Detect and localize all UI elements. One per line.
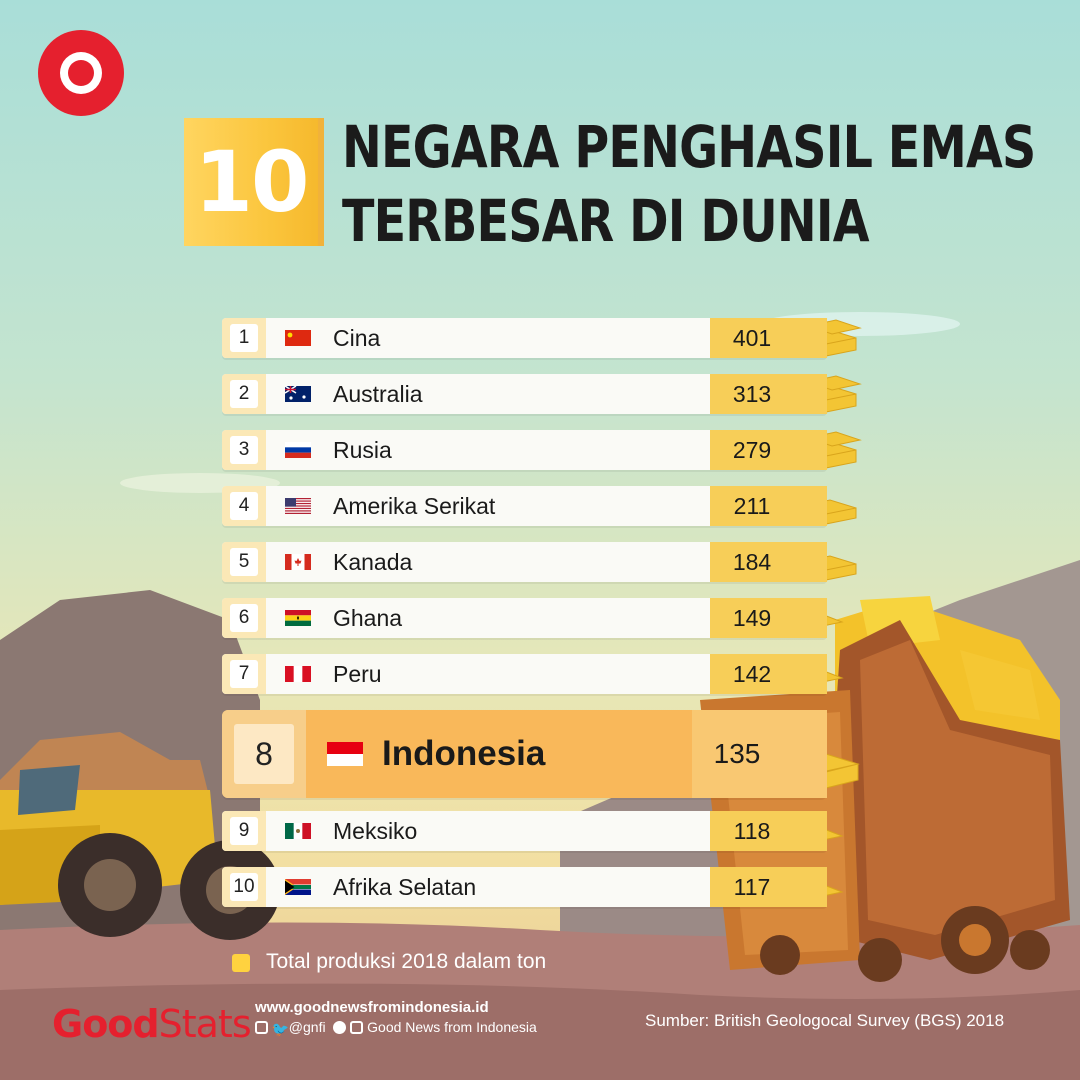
social-handles: 🐦 @gnfi Good News from Indonesia xyxy=(255,1019,537,1037)
country-name: Rusia xyxy=(333,437,392,463)
value-cell xyxy=(710,654,827,694)
brand-stats: Stats xyxy=(158,1002,252,1046)
rank-number: 7 xyxy=(230,660,258,688)
source-note: Sumber: British Geologocal Survey (BGS) … xyxy=(645,1011,1005,1030)
table-row: 10 Afrika Selatan 117 xyxy=(222,867,827,907)
flag-icon xyxy=(285,498,311,514)
youtube-icon[interactable] xyxy=(350,1021,364,1034)
rank-badge: 1 xyxy=(222,318,266,358)
rank-badge: 2 xyxy=(222,374,266,414)
production-value: 313 xyxy=(732,381,772,407)
flag-icon xyxy=(285,666,311,682)
title-number-box xyxy=(184,118,318,246)
flag-icon xyxy=(327,742,363,766)
production-value: 184 xyxy=(732,549,772,575)
rank-badge: 5 xyxy=(222,542,266,582)
value-cell xyxy=(710,542,827,582)
rank-badge: 6 xyxy=(222,598,266,638)
production-value: 149 xyxy=(732,605,772,631)
goodstats-logo: GoodStats xyxy=(52,1002,252,1046)
value-cell xyxy=(710,867,827,907)
instagram-icon[interactable] xyxy=(255,1021,268,1034)
facebook-icon[interactable] xyxy=(333,1021,347,1034)
production-value: 142 xyxy=(732,661,772,687)
value-cell xyxy=(710,318,827,358)
twitter-icon[interactable]: 🐦 xyxy=(271,1021,290,1037)
gnfi-logo xyxy=(38,30,124,116)
rank-badge: 8 xyxy=(222,710,306,798)
value-cell xyxy=(710,430,827,470)
country-name: Indonesia xyxy=(382,734,546,773)
country-name: Amerika Serikat xyxy=(333,493,496,519)
brand-good: Good xyxy=(52,1002,160,1046)
title-line-2: TERBESAR DI DUNIA xyxy=(342,187,870,255)
rank-number: 5 xyxy=(230,548,258,576)
production-value: 279 xyxy=(732,437,772,463)
rank-number: 9 xyxy=(230,817,258,845)
rank-number: 4 xyxy=(230,492,258,520)
value-cell xyxy=(710,374,827,414)
rank-number: 1 xyxy=(230,324,258,352)
rank-badge: 4 xyxy=(222,486,266,526)
flag-icon xyxy=(285,554,311,570)
table-row: 1 Cina 401 xyxy=(222,318,827,358)
rank-number: 2 xyxy=(230,380,258,408)
rank-badge: 7 xyxy=(222,654,266,694)
country-name: Kanada xyxy=(333,549,413,575)
production-value: 117 xyxy=(733,874,771,900)
table-row: 5 Kanada 184 xyxy=(222,542,827,582)
value-cell xyxy=(692,710,827,798)
flag-icon xyxy=(285,386,311,402)
table-row: 4 Amerika Serikat 211 xyxy=(222,486,827,526)
legend-swatch xyxy=(232,954,250,972)
rank-badge: 9 xyxy=(222,811,266,851)
legend-label: Total produksi 2018 dalam ton xyxy=(266,950,547,973)
flag-icon xyxy=(285,442,311,458)
flag-icon xyxy=(285,330,311,346)
table-row: 6 Ghana 149 xyxy=(222,598,827,638)
table-row: 9 Meksiko 118 xyxy=(222,811,827,851)
table-row: 8 Indonesia 135 xyxy=(222,710,827,798)
country-name: Ghana xyxy=(333,605,403,631)
country-name: Cina xyxy=(333,325,381,351)
rank-number: 6 xyxy=(230,604,258,632)
rank-number: 3 xyxy=(230,436,258,464)
value-cell xyxy=(710,811,827,851)
title-line-1: NEGARA PENGHASIL EMAS xyxy=(342,113,1036,181)
rank-number: 8 xyxy=(234,724,294,784)
channel-name[interactable]: Good News from Indonesia xyxy=(367,1019,537,1035)
country-name: Afrika Selatan xyxy=(333,874,477,900)
rank-badge: 3 xyxy=(222,430,266,470)
production-value: 135 xyxy=(713,738,761,769)
production-value: 118 xyxy=(733,818,771,844)
value-cell xyxy=(710,486,827,526)
value-cell xyxy=(710,598,827,638)
production-value: 401 xyxy=(732,325,772,351)
flag-icon xyxy=(285,879,311,895)
production-value: 211 xyxy=(733,493,771,519)
flag-icon xyxy=(285,823,311,839)
country-name: Peru xyxy=(333,661,382,687)
rank-number: 10 xyxy=(230,873,258,901)
table-row: 3 Rusia 279 xyxy=(222,430,827,470)
country-name: Australia xyxy=(333,381,423,407)
title-number: 10 xyxy=(194,133,310,231)
rank-badge: 10 xyxy=(222,867,266,907)
social-handle[interactable]: @gnfi xyxy=(288,1019,326,1035)
website-link[interactable]: www.goodnewsfromindonesia.id xyxy=(255,999,489,1016)
country-name: Meksiko xyxy=(333,818,418,844)
flag-icon xyxy=(285,610,311,626)
table-row: 7 Peru 142 xyxy=(222,654,827,694)
table-row: 2 Australia 313 xyxy=(222,374,827,414)
